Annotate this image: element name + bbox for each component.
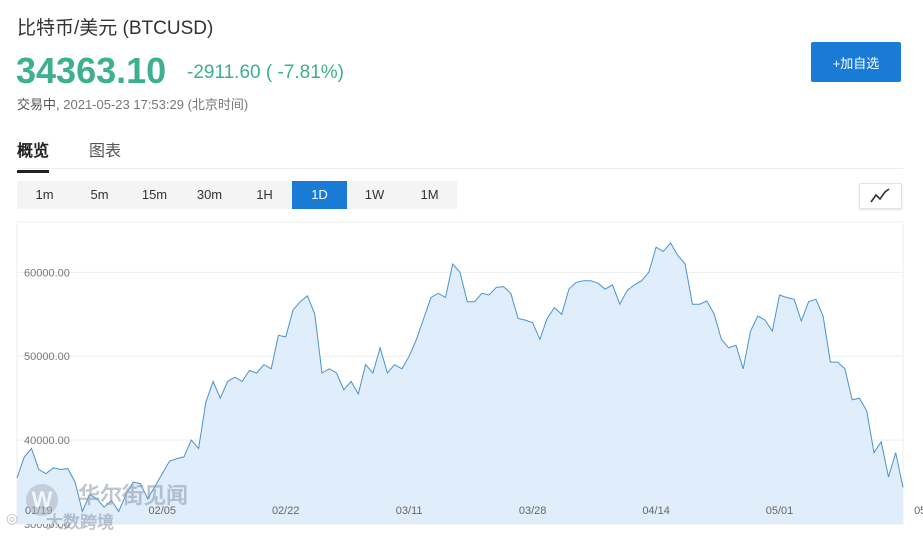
page-title: 比特币/美元 (BTCUSD) — [17, 18, 214, 39]
add-to-watchlist-button[interactable]: +加自选 — [811, 42, 901, 82]
y-tick-label: 50000.00 — [24, 351, 70, 363]
trading-status: 交易中, 2021-05-23 17:53:29 (北京时间) — [17, 94, 248, 113]
price-change: -2911.60 ( -7.81%) — [187, 62, 345, 83]
range-1w[interactable]: 1W — [364, 187, 385, 202]
watermark-sub: 大数跨境 — [46, 513, 114, 533]
range-15m[interactable]: 15m — [141, 187, 168, 202]
chart-type-toggle[interactable] — [859, 183, 902, 209]
y-tick-label: 60000.00 — [24, 267, 70, 279]
y-tick-label: 40000.00 — [24, 435, 70, 447]
range-1d[interactable]: 1D — [292, 181, 347, 209]
x-tick-label: 02/05 — [148, 505, 176, 517]
camera-icon: ◎ — [6, 510, 19, 526]
range-1h[interactable]: 1H — [256, 187, 273, 202]
x-tick-label: 04/14 — [642, 505, 670, 517]
tab-bar: 概览 图表 — [17, 130, 903, 173]
x-tick-label: 05/01 — [766, 505, 794, 517]
price-area — [17, 243, 903, 524]
x-tick-label: 03/11 — [396, 505, 423, 517]
wallstreetcn-logo-icon: W — [26, 484, 58, 516]
x-tick-label: 02/22 — [272, 505, 300, 517]
range-30m[interactable]: 30m — [196, 187, 223, 202]
status-label: 交易中, — [17, 97, 60, 112]
range-1m[interactable]: 1m — [35, 187, 54, 202]
price-line — [16, 242, 904, 513]
timestamp: 2021-05-23 17:53:29 (北京时间) — [63, 97, 249, 112]
time-range-selector: 1m 5m 15m 30m 1H 1D 1W 1M — [17, 181, 457, 209]
watermark-brand: 华尔街见闻 — [78, 483, 189, 509]
watermark: ◎ W 华尔街见闻 大数跨境 — [6, 474, 206, 533]
x-tick-label: 03/28 — [519, 505, 547, 517]
tab-chart[interactable]: 图表 — [89, 143, 122, 160]
x-tick-label: 05/2 — [914, 505, 923, 517]
range-5m[interactable]: 5m — [90, 187, 109, 202]
range-1mo[interactable]: 1M — [420, 187, 439, 202]
last-price: 34363.10 — [16, 50, 167, 91]
line-chart-icon — [870, 188, 890, 203]
tab-overview[interactable]: 概览 — [17, 137, 50, 173]
